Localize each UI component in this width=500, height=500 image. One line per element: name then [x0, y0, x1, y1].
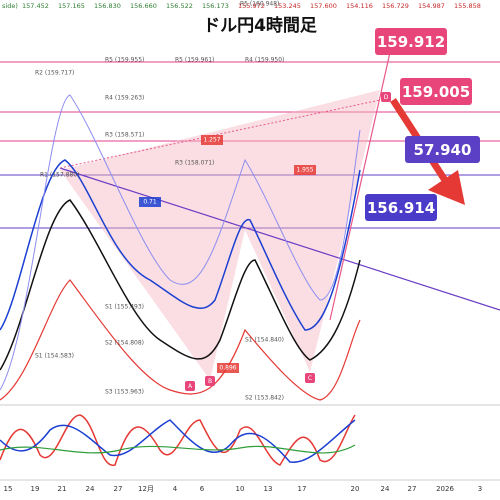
trend-line	[59, 99, 381, 169]
top-bar-value: 153.245	[274, 2, 301, 10]
x-axis-label: 17	[298, 485, 307, 493]
x-axis-label: 27	[114, 485, 123, 493]
pivot-label: S1 (155.493)	[105, 304, 144, 311]
pivot-label: S1 (154.840)	[245, 337, 284, 344]
top-bar-value: 157.600	[310, 2, 337, 10]
top-bar-value: 157.165	[58, 2, 85, 10]
x-axis-label: 20	[351, 485, 360, 493]
x-axis-label: 24	[86, 485, 95, 493]
price-band	[0, 159, 361, 331]
top-bar-value: 156.830	[94, 2, 121, 10]
pivot-label: R5 (159.955)	[105, 57, 144, 64]
pattern-point: C	[308, 375, 312, 382]
x-axis-label: 13	[264, 485, 273, 493]
top-bar-value: 154.116	[346, 2, 373, 10]
ratio-box	[217, 363, 239, 373]
top-bar-value: 154.987	[418, 2, 445, 10]
oscillator-line	[0, 444, 356, 454]
price-tag-box	[400, 78, 472, 105]
top-bar-value: 156.522	[166, 2, 193, 10]
price-tag: 159.005	[402, 83, 470, 101]
bollinger-band	[0, 94, 361, 391]
x-axis-label: 24	[381, 485, 390, 493]
x-axis-label: 21	[58, 485, 67, 493]
pattern-point: B	[208, 378, 212, 385]
pivot-label: R3 (158.071)	[175, 160, 214, 167]
ratio-label: 0.71	[143, 199, 157, 206]
pivot-label: R2 (159.717)	[35, 70, 74, 77]
pivot-label: R3 (158.571)	[105, 132, 144, 139]
price-tag-box	[375, 28, 447, 55]
pivot-label: R4 (159.263)	[105, 95, 144, 102]
top-bar-value: 155.972	[238, 2, 265, 10]
x-axis-label: 2026	[436, 485, 454, 493]
x-axis-label: 15	[4, 485, 13, 493]
price-tag-box	[405, 136, 480, 163]
x-axis-label: 10	[236, 485, 245, 493]
pivot-label: R1 (157.880)	[40, 172, 79, 179]
ratio-label: 1.955	[296, 167, 313, 174]
pivot-label: R5 (160.948)	[240, 1, 279, 8]
pattern-point: D	[384, 94, 389, 101]
x-axis-label: 4	[173, 485, 178, 493]
ratio-label: 0.896	[219, 365, 236, 372]
oscillator-line	[0, 414, 356, 466]
ratio-box	[201, 135, 223, 145]
oscillator-panel	[0, 405, 500, 478]
price-path	[0, 199, 361, 371]
x-axis-label: 12月	[138, 485, 154, 493]
pattern-point-box	[185, 381, 195, 391]
pattern-point-box	[305, 373, 315, 383]
pivot-label: S2 (154.808)	[105, 340, 144, 347]
top-bar-value: 156.660	[130, 2, 157, 10]
chart-title: ドル円4時間足	[203, 15, 317, 36]
pattern-point: A	[188, 383, 193, 390]
x-axis-label: 3	[478, 485, 482, 493]
pattern-point-box	[205, 376, 215, 386]
x-axis-label: 27	[408, 485, 417, 493]
ratio-box	[294, 165, 316, 175]
price-tag: 159.912	[377, 33, 445, 51]
top-bar-value: side)	[2, 2, 18, 10]
harmonic-pattern	[60, 90, 380, 380]
trend-line	[329, 29, 396, 321]
top-bar-value: 155.858	[454, 2, 481, 10]
top-bar-value: 156.173	[202, 2, 229, 10]
ratio-box	[139, 197, 161, 207]
price-tag: 156.914	[367, 199, 435, 217]
price-tag-box	[365, 194, 437, 221]
ratio-label: 1.257	[203, 137, 220, 144]
pivot-label: S3 (153.963)	[105, 389, 144, 396]
top-bar-value: 156.729	[382, 2, 409, 10]
price-tag: 57.940	[414, 141, 472, 159]
pivot-label: S1 (154.583)	[35, 353, 74, 360]
trend-line	[59, 167, 500, 311]
moving-average	[0, 279, 361, 401]
pivot-label: R4 (159.950)	[245, 57, 284, 64]
forecast-arrow-head	[428, 170, 465, 205]
pivot-label: S2 (153.842)	[245, 395, 284, 402]
pattern-point-box	[381, 92, 391, 102]
top-bar-value: 157.452	[22, 2, 49, 10]
oscillator-line	[0, 419, 356, 463]
x-axis-label: 6	[200, 485, 205, 493]
x-axis-label: 19	[31, 485, 40, 493]
pivot-label: R5 (159.961)	[175, 57, 214, 64]
